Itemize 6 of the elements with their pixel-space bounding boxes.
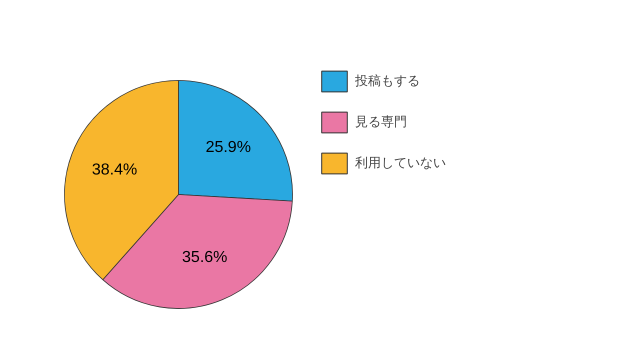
legend-label: 投稿もする [355,73,420,90]
data-label: 38.4% [92,162,138,179]
data-label: 25.9% [206,139,251,156]
legend-label: 見る専門 [355,114,407,131]
data-label: 35.6% [182,249,228,266]
legend-label: 利用していない [355,155,446,172]
